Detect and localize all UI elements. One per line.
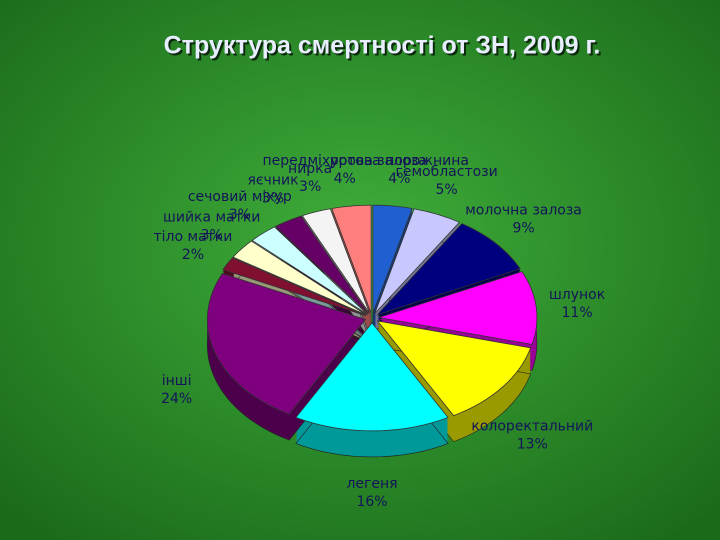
- slice: [375, 223, 521, 316]
- slice-value-label: 9%: [512, 220, 534, 236]
- slice: [206, 273, 367, 415]
- slice: [331, 204, 372, 314]
- slice-value-label: 4%: [334, 171, 356, 187]
- slice-label: інші: [162, 373, 192, 389]
- slice-label: легеня: [346, 476, 397, 492]
- slice-label: ротова порожнина: [330, 153, 469, 169]
- slice-value-label: 4%: [388, 171, 410, 187]
- slice-value-label: 3%: [262, 191, 284, 207]
- slice: [251, 226, 368, 315]
- slice-value-label: 3%: [201, 228, 223, 244]
- slice: [232, 240, 367, 316]
- slice-value-label: 2%: [182, 247, 204, 263]
- slice-label: тіло матки: [154, 229, 233, 245]
- slice: [295, 322, 449, 432]
- slice-label: нирка: [288, 161, 332, 177]
- slice-value-label: 5%: [435, 182, 457, 198]
- slice-value-label: 16%: [356, 494, 387, 510]
- slice-value-label: 24%: [161, 391, 192, 407]
- slice-label: сечовий міхур: [188, 189, 292, 205]
- slice-value-label: 13%: [517, 436, 548, 452]
- slice: [372, 204, 413, 314]
- slice-label: шлунок: [549, 287, 605, 303]
- slice: [374, 208, 461, 314]
- title-shadow: Структура смертності от ЗН, 2009 г.: [166, 34, 603, 62]
- slice-label: яєчник: [247, 173, 298, 189]
- slice: [301, 208, 371, 314]
- slice: [222, 257, 367, 317]
- slice: [376, 320, 532, 417]
- pie: [206, 204, 538, 458]
- slice-label: гемобластози: [395, 164, 497, 180]
- slice-value-label: 11%: [562, 305, 593, 321]
- slice-label: передміхурова залоза: [263, 153, 427, 169]
- slice-label: колоректальний: [471, 418, 593, 434]
- slice-value-label: 3%: [299, 179, 321, 195]
- slice: [378, 271, 538, 345]
- chart-title: Структура смертності от ЗН, 2009 г.: [164, 32, 601, 60]
- slice-label: шийка матки: [163, 210, 260, 226]
- slice-side-edge: [376, 346, 531, 443]
- slice: [274, 215, 369, 315]
- slice-label: молочна залоза: [465, 202, 582, 218]
- slice-value-label: 3%: [229, 207, 251, 223]
- slice-side-edge: [295, 348, 449, 458]
